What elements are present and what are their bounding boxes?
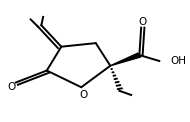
Polygon shape [110,53,141,66]
Text: O: O [138,17,146,27]
Text: O: O [79,90,87,100]
Text: O: O [7,82,16,92]
Text: OH: OH [170,56,186,66]
